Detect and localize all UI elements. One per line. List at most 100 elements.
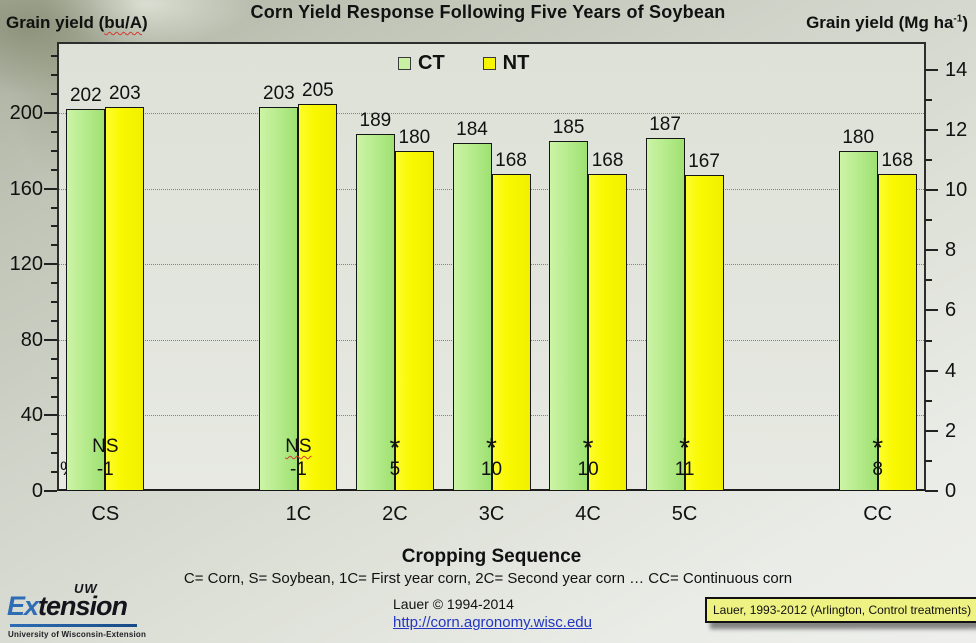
left-axis-tick-label: 200 [9, 102, 43, 124]
left-axis-minor-tick [51, 55, 58, 58]
ct-value-label: 187 [649, 113, 681, 135]
footnote: C= Corn, S= Soybean, 1C= First year corn… [183, 570, 793, 587]
ct-bar [259, 107, 299, 491]
nt-value-label: 203 [108, 83, 141, 105]
left-axis-minor-tick [51, 452, 58, 455]
percent-change-label: 11 [674, 459, 695, 480]
ct-bar [838, 150, 878, 491]
nt-value-label: 167 [688, 151, 720, 173]
left-axis-tick [44, 187, 57, 190]
significance-label: * [389, 432, 401, 463]
left-axis-tick-label: 40 [20, 404, 43, 427]
nt-bar [877, 173, 917, 491]
logo-tension: tension [38, 591, 128, 621]
left-axis-minor-tick [51, 395, 58, 398]
category-label: 2C [382, 503, 408, 525]
left-axis-minor-tick [51, 433, 58, 436]
left-axis-minor-tick [51, 225, 58, 228]
left-axis-minor-tick [51, 93, 58, 96]
significance-label: * [872, 432, 884, 463]
left-axis-title-prefix: Grain yield ( [6, 13, 105, 32]
x-axis-title: Cropping Sequence [401, 546, 582, 567]
right-axis-tick-label: 14 [945, 58, 968, 81]
nt-value-label: 168 [591, 149, 624, 171]
ct-bar [355, 133, 395, 491]
website-link[interactable]: http://corn.agronomy.wisc.edu [393, 614, 592, 631]
ct-value-label: 203 [263, 83, 295, 105]
source-citation-box: Lauer, 1993-2012 (Arlington, Control tre… [705, 597, 976, 623]
right-axis-minor-tick [925, 219, 932, 221]
category-label: CC [863, 503, 893, 525]
percent-change-label: 10 [480, 459, 503, 480]
significance-label: * [582, 432, 594, 463]
right-axis-minor-tick [925, 98, 932, 101]
right-axis-title: Grain yield (Mg ha-1) [806, 13, 968, 33]
ct-bar [66, 109, 106, 491]
nt-value-label: 168 [495, 149, 527, 171]
nt-bar [298, 103, 338, 491]
right-axis-minor-tick [925, 399, 932, 402]
nt-value-label: 168 [881, 149, 914, 171]
right-axis-minor-tick [925, 339, 932, 342]
chart-title: Corn Yield Response Following Five Years… [250, 2, 726, 22]
right-axis-minor-tick [925, 279, 932, 282]
logo-caption: University of Wisconsin-Extension [8, 630, 147, 639]
left-axis-minor-tick [51, 376, 58, 379]
legend-item-ct: CT [398, 52, 445, 75]
left-axis-minor-tick [51, 168, 58, 171]
percent-change-label: -1 [96, 459, 114, 480]
right-axis-minor-tick [925, 158, 932, 161]
percent-change-label: 8 [872, 459, 883, 480]
left-axis-minor-tick [51, 319, 58, 322]
right-axis-tick-label: 0 [945, 480, 957, 502]
left-axis-tick [44, 490, 57, 492]
left-axis-minor-tick [51, 471, 58, 474]
ct-bar [452, 143, 492, 491]
ct-bar [549, 141, 589, 491]
logo-extension-text: Extension [7, 591, 128, 622]
left-axis-tick-label: 120 [9, 253, 43, 276]
left-axis-title-suffix: ) [142, 13, 148, 32]
right-axis-tick-label: 12 [945, 118, 968, 141]
category-label: 1C [285, 503, 312, 525]
ct-value-label: 189 [359, 109, 392, 131]
nt-value-label: 180 [398, 126, 431, 148]
left-axis-minor-tick [51, 130, 58, 133]
right-axis-tick [925, 309, 938, 312]
nt-bar [394, 150, 434, 491]
legend-item-nt: NT [482, 52, 529, 75]
ct-value-label: 180 [842, 126, 875, 148]
left-axis-tick-label: 80 [20, 328, 43, 351]
category-label: 3C [478, 503, 505, 525]
right-axis-tick-label: 8 [945, 239, 957, 262]
right-axis-tick-label: 4 [945, 359, 957, 382]
chart-legend: CT NT [398, 52, 529, 75]
category-label: 5C [671, 503, 698, 525]
left-axis-minor-tick [51, 244, 58, 247]
left-axis-minor-tick [51, 74, 58, 77]
percent-change-label: 5 [389, 459, 401, 480]
nt-bar [684, 175, 724, 491]
left-axis-tick [44, 338, 57, 341]
uw-extension-logo: UW Extension University of Wisconsin-Ext… [4, 581, 154, 642]
right-axis-tick-label: 10 [945, 178, 968, 201]
right-axis-title-suffix: ) [962, 13, 968, 32]
nt-swatch-icon [482, 57, 496, 70]
right-axis-tick [925, 249, 938, 252]
ct-value-label: 202 [69, 85, 102, 107]
percent-change-label: 10 [577, 459, 599, 480]
nt-bar [491, 173, 531, 491]
right-axis-title-sup: -1 [953, 13, 963, 25]
ct-swatch-icon [398, 57, 411, 70]
left-axis-tick-label: 0 [31, 480, 43, 502]
category-label: CS [91, 503, 120, 525]
left-axis-minor-tick [51, 149, 58, 152]
left-axis-minor-tick [51, 357, 58, 360]
nt-bar [105, 107, 145, 491]
nt-bar [588, 173, 628, 491]
significance-label: * [679, 432, 691, 463]
right-axis-title-main: Grain yield (Mg ha [806, 13, 954, 32]
logo-ex: Ex [7, 591, 39, 621]
nt-value-label: 205 [302, 79, 334, 101]
